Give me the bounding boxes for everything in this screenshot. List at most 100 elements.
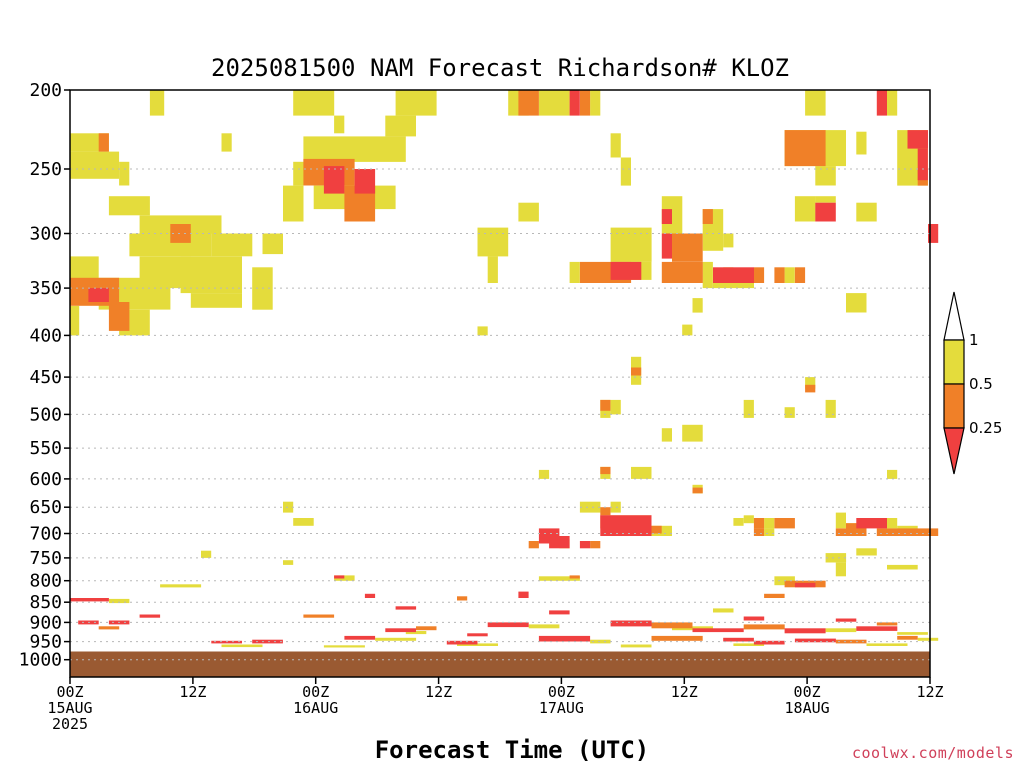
ri-cell [917,148,928,181]
x-tick-label: 17AUG [539,699,584,717]
ri-cell [723,233,734,248]
pressure-axis: 200 250 300 350 400 450 500 550 600 650 700 7508008… [19,80,70,671]
x-tick-label: 00Z [56,683,83,701]
x-tick-label: 12Z [916,683,943,701]
ri-cell [569,261,580,283]
x-tick-label: 12Z [671,683,698,701]
ri-cell [651,635,703,641]
ri-cell [784,628,826,634]
ri-cell [692,487,703,494]
ri-cell [805,90,826,116]
y-tick-label: 600 [29,469,62,490]
ri-cell [866,202,877,222]
ri-cell [907,130,928,149]
y-tick-label: 350 [29,278,62,299]
ri-cell [395,90,437,116]
ri-cell [794,582,816,588]
ri-cell [518,90,539,116]
ri-cell [293,518,314,526]
ri-cell [815,196,836,203]
ri-cell [876,528,939,536]
ri-cell [784,130,826,167]
ri-cell [446,640,478,645]
ri-cell [221,644,263,648]
legend-arrow-bottom [943,427,965,475]
ri-cell [108,196,150,216]
ri-cell [876,622,898,626]
ri-cell [538,635,591,642]
ri-cell [569,575,580,579]
ri-cell [743,399,754,418]
x-tick-label: 00Z [794,683,821,701]
ri-cell [856,202,867,222]
y-tick-label: 500 [29,404,62,425]
ri-cell [682,324,693,336]
ri-cell [897,632,928,635]
ri-cell [375,637,417,641]
ri-cell [651,525,662,534]
ri-cell [774,518,795,529]
ri-cell [846,293,867,313]
ri-cell [856,626,898,631]
x-tick-label: 00Z [302,683,329,701]
legend-colorbar: 1 0.5 0.25 [943,291,1002,475]
x-tick-label: 2025 [52,715,88,733]
ri-cell [457,643,498,646]
ri-cell [928,224,939,243]
ri-cell [487,622,529,628]
ri-cell [743,616,765,621]
ri-cell [713,283,754,289]
ri-cell [600,507,611,516]
ri-cell [825,399,836,418]
ri-cell [805,377,816,389]
y-tick-label: 300 [29,224,62,245]
ri-cell [569,90,580,116]
ri-cell [672,233,703,262]
ri-cell [160,584,202,588]
ri-cell [620,644,652,648]
ri-cell [887,518,898,529]
ri-cell [713,608,734,613]
ri-cell [815,202,836,222]
ri-cell [764,528,775,536]
ri-cell [631,466,652,479]
ri-cell [252,639,283,644]
ri-cell [364,593,376,598]
ri-cell [590,541,601,549]
legend-arrow-top [943,291,965,341]
ri-cell [190,293,242,308]
ri-cell [917,637,939,641]
ri-cell [610,227,652,262]
ri-cell [764,593,785,598]
ri-cell [784,267,795,283]
ri-cell [661,261,703,283]
richardson-cells [70,90,939,648]
ri-cell [815,166,836,186]
ri-cell [538,90,570,116]
y-tick-label: 800 [29,571,62,592]
ri-cell [70,305,80,336]
ri-cell [262,233,283,255]
ri-cell [610,399,621,415]
ri-cell [794,638,836,643]
ri-cell [661,428,672,442]
ri-cell [661,196,683,234]
ri-cell [774,267,785,283]
ri-cell [743,624,785,630]
ri-cell [180,256,242,294]
x-tick-label: 18AUG [785,699,830,717]
x-tick-label: 12Z [179,683,206,701]
ri-cell [692,298,703,313]
legend-label: 1 [969,331,979,349]
ri-cell [70,598,109,602]
ri-cell [600,515,652,536]
ri-cell [702,209,713,224]
ri-cell [590,639,611,644]
ri-cell [170,224,191,243]
ri-cell [733,518,744,526]
ri-cell [733,643,765,646]
ri-cell [405,631,427,635]
ri-cell [528,624,560,629]
ri-cell [344,635,376,640]
ri-cell [713,267,754,283]
